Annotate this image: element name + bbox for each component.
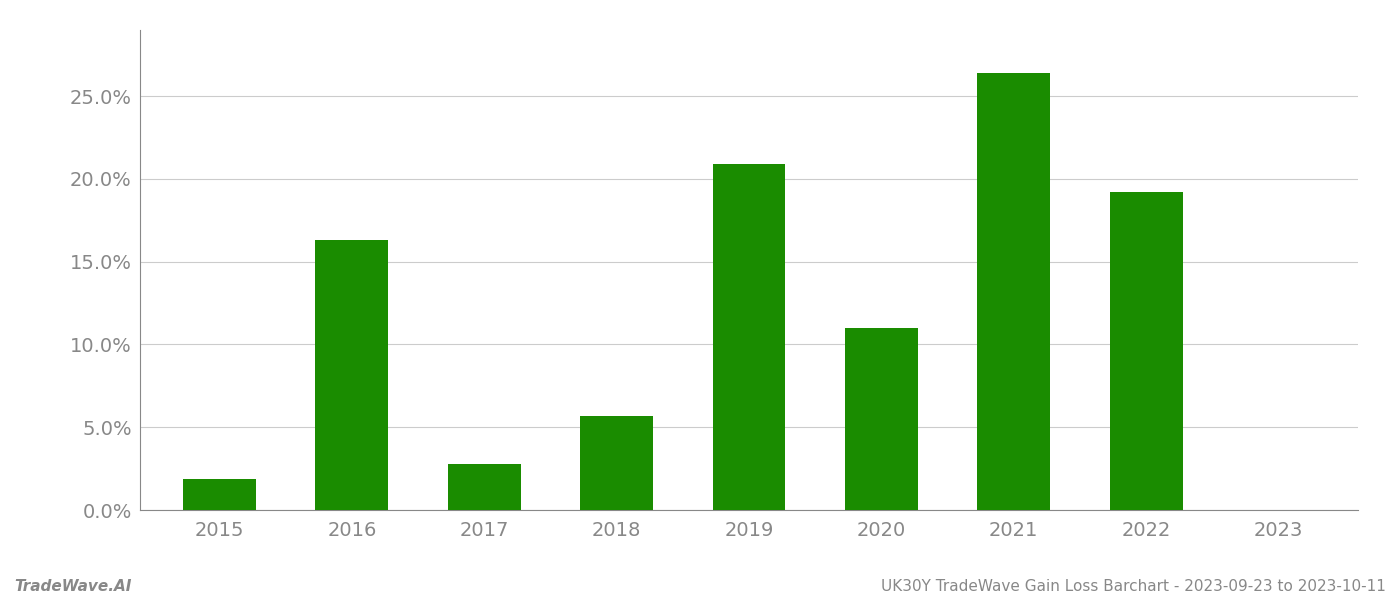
Bar	[846, 328, 918, 510]
Bar	[977, 73, 1050, 510]
Bar	[1110, 192, 1183, 510]
Text: UK30Y TradeWave Gain Loss Barchart - 2023-09-23 to 2023-10-11: UK30Y TradeWave Gain Loss Barchart - 202…	[881, 579, 1386, 594]
Bar	[448, 464, 521, 510]
Bar	[183, 479, 256, 510]
Bar	[315, 240, 388, 510]
Bar	[580, 416, 652, 510]
Bar	[713, 164, 785, 510]
Text: TradeWave.AI: TradeWave.AI	[14, 579, 132, 594]
